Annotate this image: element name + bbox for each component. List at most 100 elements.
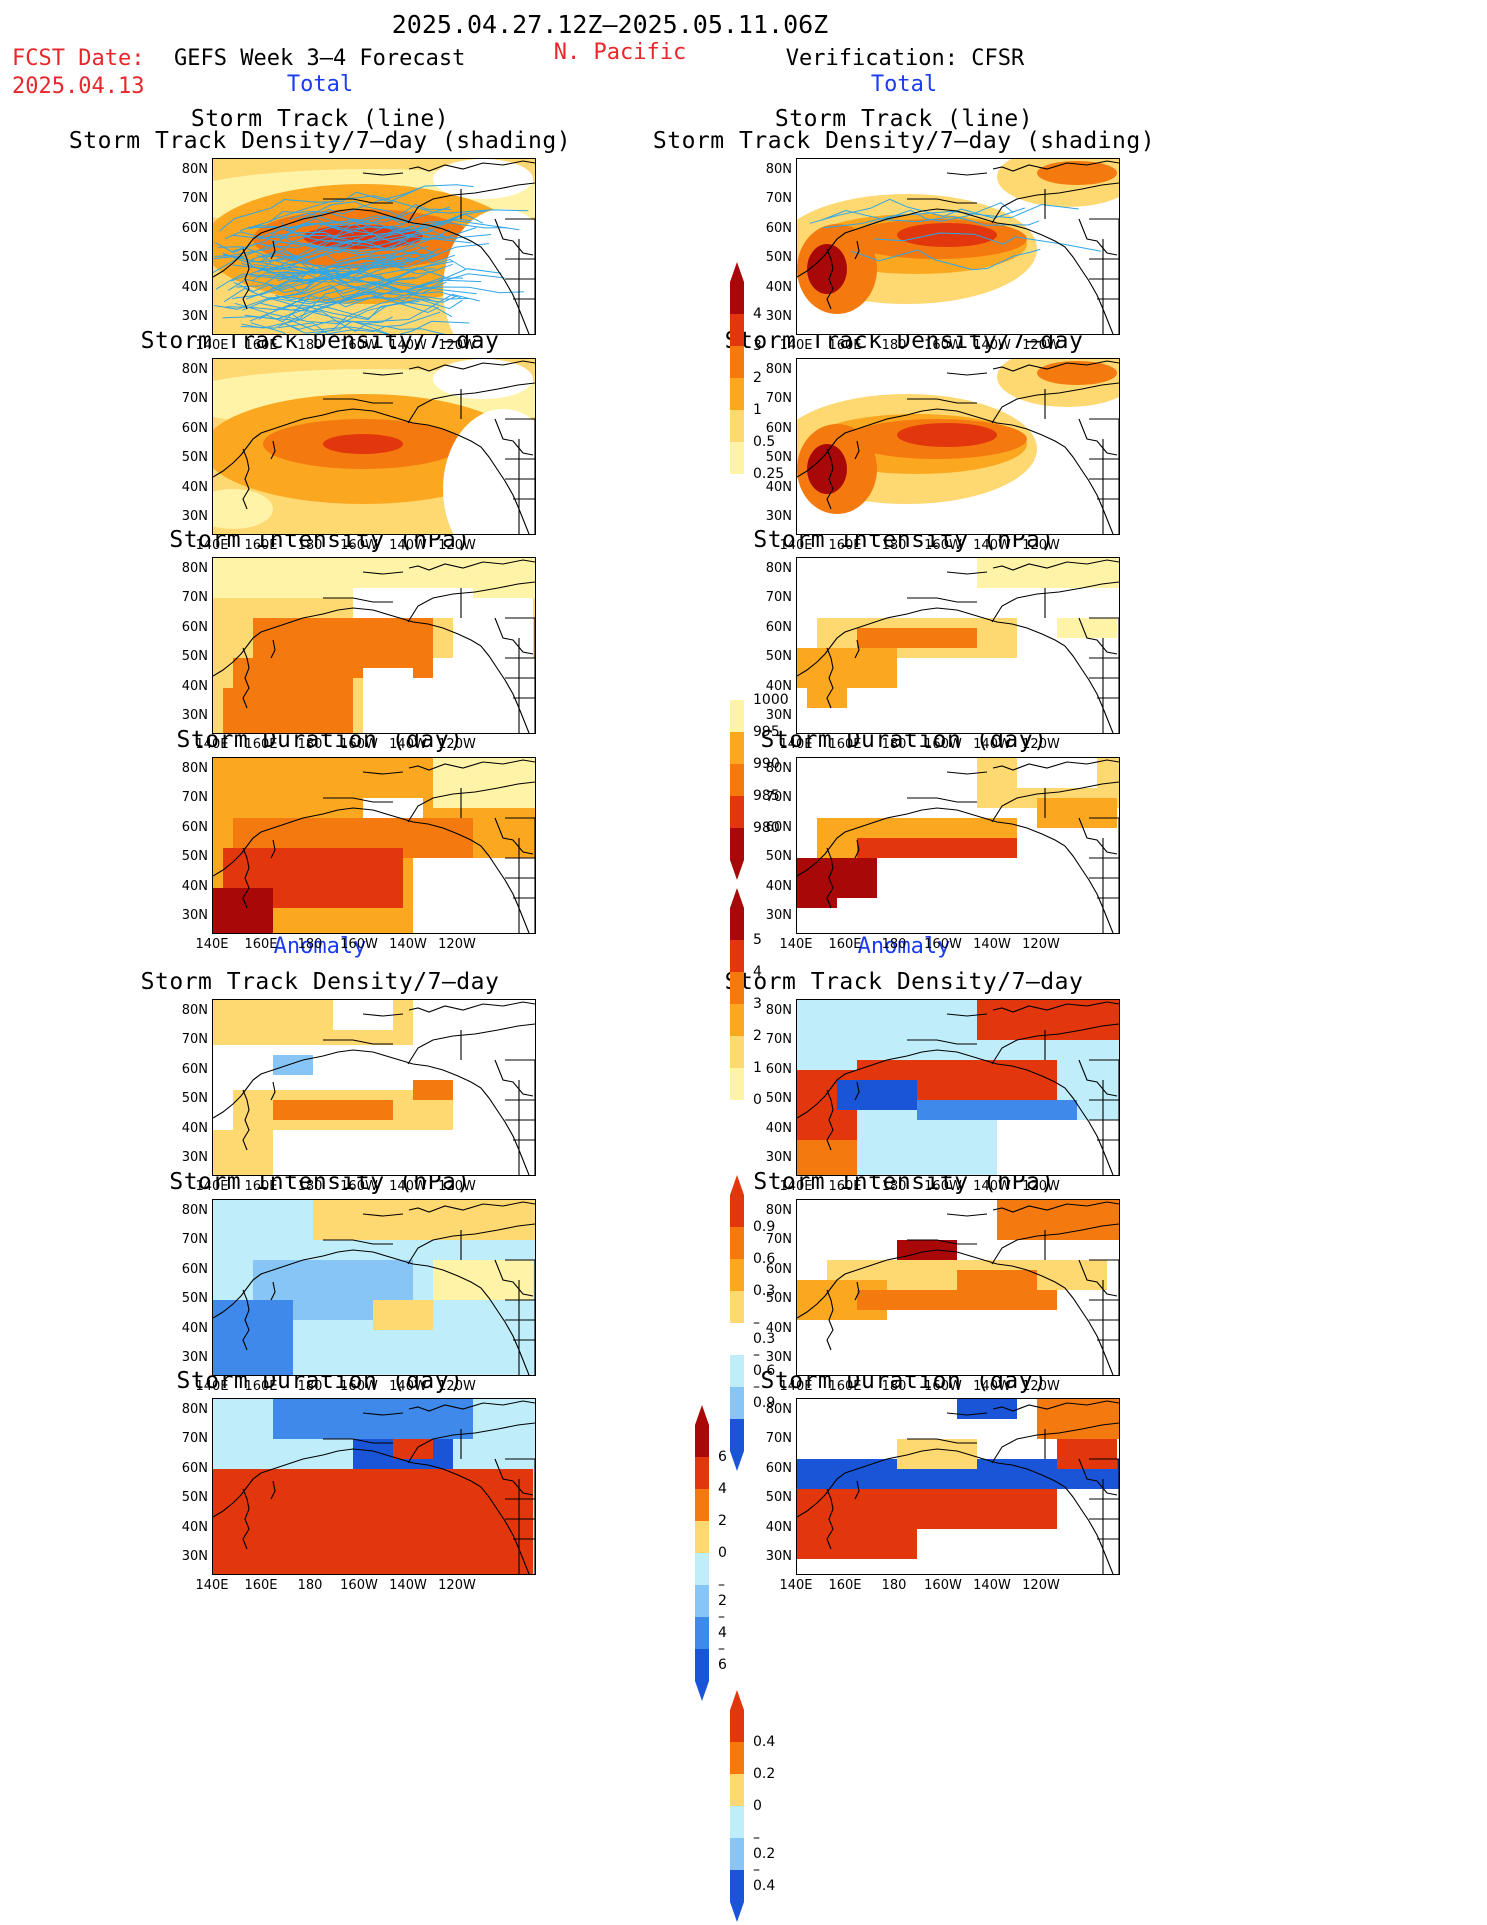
coastline — [797, 559, 1119, 733]
shaded-field — [213, 489, 273, 529]
lon-tick-label: 120W — [1022, 538, 1060, 553]
shaded-field — [807, 444, 847, 494]
colorbar-segment — [730, 1323, 744, 1355]
shaded-cell — [233, 1330, 293, 1375]
lat-tick-label: 30N — [765, 1350, 792, 1365]
colorbar-label: –0.6 — [753, 1347, 776, 1379]
anomaly-label-right: Anomaly — [857, 934, 951, 959]
lat-tick-label: 40N — [181, 279, 208, 295]
map-intensity-obs — [796, 557, 1120, 734]
colorbar-label: 3 — [753, 338, 762, 354]
map-duration-fcst — [212, 757, 536, 934]
colorbar-segment — [695, 1521, 709, 1553]
lon-tick-label: 160W — [924, 538, 962, 553]
shaded-cell — [807, 678, 847, 708]
lat-tick-label: 50N — [765, 1091, 792, 1107]
lon-tick-label: 160E — [244, 937, 278, 952]
map-intensity-fcst — [212, 557, 536, 734]
lat-tick-label: 70N — [765, 1232, 792, 1248]
title-intensity-anom-left: Storm Intensity (hPa) — [169, 1169, 471, 1195]
lon-tick-label: 160E — [828, 538, 862, 553]
lon-tick-label: 140E — [779, 1179, 813, 1194]
coastline — [213, 1201, 535, 1375]
colorbar-segment — [730, 1710, 744, 1742]
shaded-cell — [363, 668, 413, 733]
lon-tick-label: 160W — [340, 737, 378, 752]
coastline — [797, 1400, 1119, 1574]
lon-tick-label: 140E — [195, 538, 229, 553]
lon-tick-label: 180 — [297, 737, 323, 752]
lon-tick-label: 140E — [779, 538, 813, 553]
colorbar-segment — [730, 1036, 744, 1068]
colorbar-label: 4 — [718, 1481, 727, 1497]
colorbar-segment — [730, 346, 744, 378]
map-density-obs — [796, 358, 1120, 535]
lat-tick-label: 70N — [181, 191, 208, 207]
lon-tick-label: 140W — [973, 338, 1011, 353]
colorbar-label: 4 — [753, 964, 762, 980]
map-canvas — [797, 1399, 1119, 1574]
shaded-cell — [857, 628, 977, 648]
shaded-cell — [997, 1120, 1119, 1175]
colorbar-segment — [730, 314, 744, 346]
map-canvas — [213, 1399, 535, 1574]
colorbar-end-triangle — [695, 1681, 709, 1701]
model-title: GEFS Week 3–4 Forecast — [174, 46, 466, 71]
lon-tick-label: 180 — [297, 937, 323, 952]
colorbar-segment — [695, 1617, 709, 1649]
colorbar-graphic — [730, 1690, 744, 1922]
lat-tick-label: 70N — [181, 1032, 208, 1048]
colorbar-label: 0.4 — [753, 1734, 776, 1750]
lon-tick-label: 120W — [1022, 338, 1060, 353]
colorbar-end-triangle — [730, 1132, 744, 1152]
lon-tick-label: 180 — [881, 1179, 907, 1194]
shaded-field — [323, 434, 403, 454]
colorbar-label: 1000 — [753, 692, 789, 708]
title-density-anom-right: Storm Track Density/7–day — [724, 969, 1084, 995]
lon-tick-label: 120W — [1022, 737, 1060, 752]
storm-track-lines — [213, 184, 529, 334]
coastline — [797, 1201, 1119, 1375]
lon-tick-label: 160W — [924, 737, 962, 752]
lat-tick-label: 80N — [765, 561, 792, 576]
lat-tick-label: 40N — [181, 1320, 208, 1336]
lon-tick-label: 140W — [389, 1179, 427, 1194]
lat-tick-label: 50N — [765, 250, 792, 266]
lon-tick-label: 180 — [881, 1379, 907, 1394]
shaded-cell — [223, 688, 263, 733]
lat-tick-label: 80N — [765, 1203, 792, 1218]
title-track-line-right: Storm Track (line) — [774, 106, 1034, 132]
colorbar-label: 0.25 — [753, 466, 785, 482]
map-canvas — [797, 758, 1119, 933]
lon-tick-label: 180 — [297, 1578, 323, 1593]
lon-tick-label: 140W — [973, 1179, 1011, 1194]
map-duration-anom-fcst — [212, 1398, 536, 1575]
lat-tick-label: 60N — [765, 420, 792, 436]
lat-tick-label: 60N — [765, 220, 792, 236]
lon-tick-label: 140E — [779, 1379, 813, 1394]
colorbar-label: 980 — [753, 820, 780, 836]
map-density-fcst — [212, 358, 536, 535]
colorbar-segment — [730, 410, 744, 442]
lon-tick-label: 160W — [924, 1379, 962, 1394]
colorbar-segment — [730, 668, 744, 700]
lon-tick-label: 160W — [340, 1379, 378, 1394]
shaded-field — [1037, 161, 1117, 185]
lon-tick-label: 160E — [828, 338, 862, 353]
colorbar-label: 2 — [753, 370, 762, 386]
shaded-cell — [273, 1100, 393, 1120]
colorbar-segment — [695, 1489, 709, 1521]
lon-tick-label: 140E — [195, 1179, 229, 1194]
colorbar-segment — [730, 1068, 744, 1100]
shaded-cell — [977, 558, 1119, 588]
colorbar-label: 995 — [753, 724, 780, 740]
lat-tick-label: 70N — [765, 1431, 792, 1447]
period-title: 2025.04.27.12Z–2025.05.11.06Z — [391, 10, 829, 39]
colorbar-segment — [695, 1553, 709, 1585]
shaded-cell — [857, 1290, 1057, 1310]
storm-track-lines — [809, 198, 1101, 271]
map-canvas — [797, 558, 1119, 733]
colorbar-segment — [730, 732, 744, 764]
lon-tick-label: 160E — [244, 338, 278, 353]
lat-tick-label: 70N — [765, 191, 792, 207]
